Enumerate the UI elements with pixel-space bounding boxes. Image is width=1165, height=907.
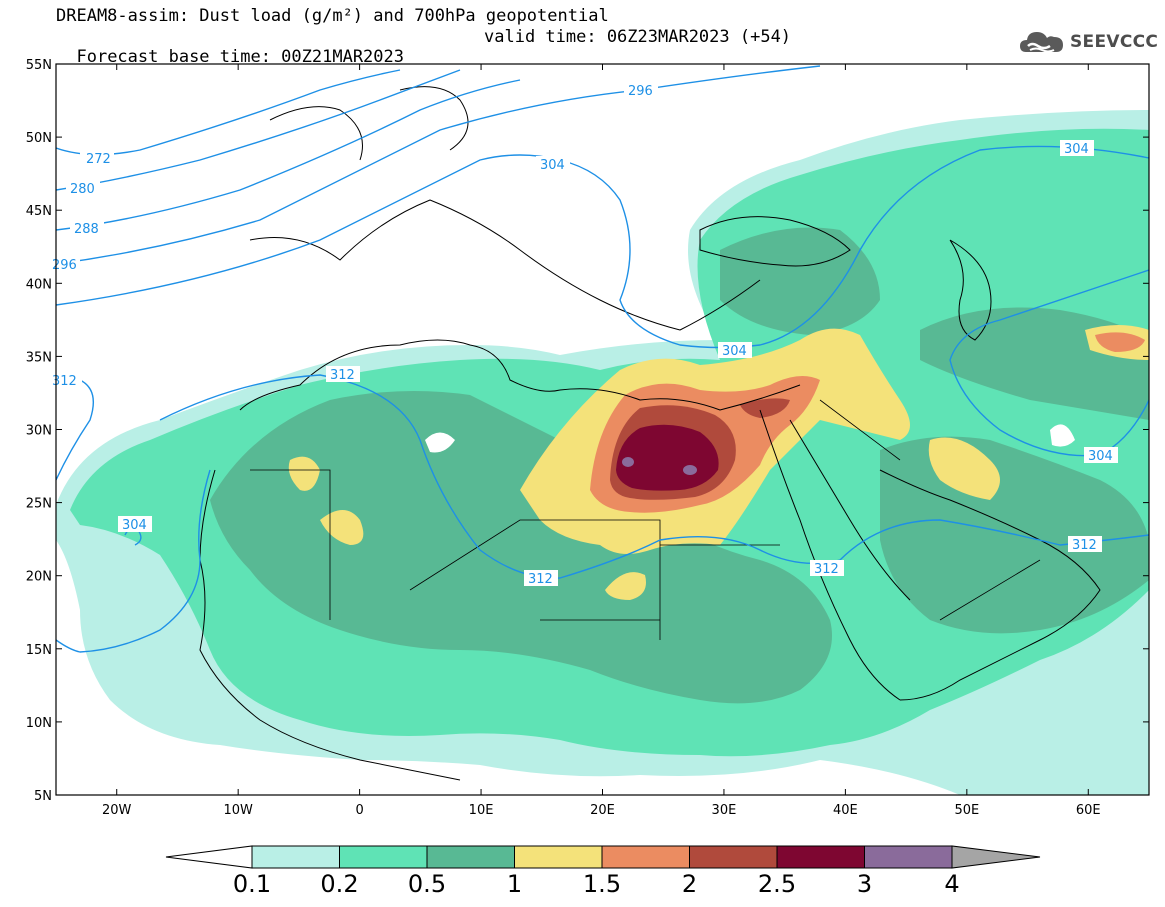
dust-shade-1 <box>288 456 320 491</box>
dust-shade-0.5 <box>720 227 880 335</box>
cloud-icon <box>1020 32 1063 53</box>
dust-shade-2 <box>740 398 790 418</box>
logo-text: SEEVCCC <box>1070 32 1159 52</box>
lat-tick-label: 5N <box>34 789 52 804</box>
contour-label: 288 <box>74 222 99 237</box>
colorbar-label: 0.5 <box>407 870 447 898</box>
dust-shade-3 <box>622 457 634 467</box>
lon-tick-label: 10W <box>223 803 253 818</box>
contour-label: 304 <box>122 518 147 533</box>
contour-304-north <box>559 145 1149 349</box>
dust-free-patch <box>425 432 455 453</box>
lat-tick-label: 25N <box>26 497 52 512</box>
contour-280 <box>56 69 461 191</box>
contour-312-south <box>56 469 211 653</box>
contour-288 <box>56 79 521 231</box>
dust-shade-0.5 <box>210 391 832 704</box>
chart-title: DREAM8-assim: Dust load (g/m²) and 700hP… <box>56 6 609 26</box>
colorbar-segment <box>426 845 515 869</box>
colorbar-over-arrow <box>951 845 1041 869</box>
latitude-axis: 55N 50N 45N 40N 35N 30N 25N 20N 15N 10N 5N <box>26 58 1149 804</box>
lon-tick-label: 40E <box>833 803 858 818</box>
lon-tick-label: 60E <box>1076 803 1101 818</box>
contour-label: 280 <box>70 182 95 197</box>
colorbar-segment <box>601 845 690 869</box>
lon-tick-label: 50E <box>954 803 979 818</box>
border-lines <box>250 399 1041 640</box>
lat-tick-label: 15N <box>26 643 52 658</box>
contour-label: 312 <box>528 572 553 587</box>
dust-free-patch <box>1050 424 1075 447</box>
contour-labels: 272 280 288 296 296 304 304 304 304 304 … <box>52 82 1118 587</box>
colorbar-segment <box>776 845 865 869</box>
lat-tick-label: 55N <box>26 58 52 73</box>
lat-tick-label: 35N <box>26 350 52 365</box>
lat-tick-label: 20N <box>26 570 52 585</box>
lon-tick-label: 10E <box>469 803 494 818</box>
contour-label: 304 <box>1088 449 1113 464</box>
colorbar-label: 0.2 <box>320 870 359 898</box>
coastline-europe <box>249 86 761 331</box>
colorbar-label: 0.1 <box>232 870 272 898</box>
colorbar <box>165 845 1041 869</box>
forecast-times: Forecast base time: 00Z21MAR2023 valid ti… <box>56 27 791 67</box>
longitude-axis: 20W 10W 0 10E 20E 30E 40E 50E 60E <box>102 64 1101 818</box>
valid-time: valid time: 06Z23MAR2023 (+54) <box>484 27 792 47</box>
base-time: Forecast base time: 00Z21MAR2023 <box>76 47 404 67</box>
coastline-caspian <box>949 239 992 341</box>
contour-296b <box>56 154 561 306</box>
lon-tick-label: 30E <box>712 803 737 818</box>
lon-tick-label: 20E <box>590 803 615 818</box>
contour-label: 312 <box>52 374 77 389</box>
coastline-black-sea <box>699 216 851 267</box>
lat-tick-label: 30N <box>26 424 52 439</box>
colorbar-segment <box>514 845 603 869</box>
dust-shade-1.5 <box>1095 332 1145 352</box>
seevccc-logo: SEEVCCC <box>1018 24 1158 60</box>
contour-label: 296 <box>52 258 77 273</box>
dust-shade-3 <box>683 465 697 475</box>
contour-296 <box>56 65 821 265</box>
colorbar-label: 3 <box>856 870 873 898</box>
colorbar-label: 2.5 <box>757 870 797 898</box>
colorbar-label: 1 <box>506 870 523 898</box>
dust-field <box>56 110 1149 795</box>
colorbar-label: 4 <box>944 870 960 898</box>
lat-tick-label: 45N <box>26 204 52 219</box>
lat-tick-label: 50N <box>26 131 52 146</box>
colorbar-segment <box>864 845 953 869</box>
colorbar-under-arrow <box>165 845 253 869</box>
lat-tick-label: 40N <box>26 277 52 292</box>
colorbar-segment <box>339 845 428 869</box>
dust-shade-1 <box>605 572 646 600</box>
contour-312-north <box>56 374 1149 579</box>
dust-shade-2.5 <box>616 424 719 491</box>
contour-label: 312 <box>1072 538 1097 553</box>
lon-tick-label: 20W <box>102 803 132 818</box>
contour-label: 304 <box>1064 142 1089 157</box>
contour-label: 272 <box>86 152 111 167</box>
dust-shade-1 <box>928 437 1000 500</box>
contour-label: 304 <box>722 344 747 359</box>
contour-label: 312 <box>814 562 839 577</box>
contour-label: 304 <box>540 158 565 173</box>
lat-tick-label: 10N <box>26 716 52 731</box>
coastline-arabia <box>879 469 1101 701</box>
colorbar-label: 2 <box>681 870 698 898</box>
contour-label: 312 <box>330 368 355 383</box>
colorbar-segment <box>689 845 778 869</box>
contour-label: 296 <box>628 84 653 99</box>
geopotential-contours <box>56 65 1149 653</box>
colorbar-label: 1.5 <box>582 870 622 898</box>
colorbar-segment <box>251 845 340 869</box>
lon-tick-label: 0 <box>355 803 363 818</box>
dust-shade-1 <box>320 510 364 545</box>
